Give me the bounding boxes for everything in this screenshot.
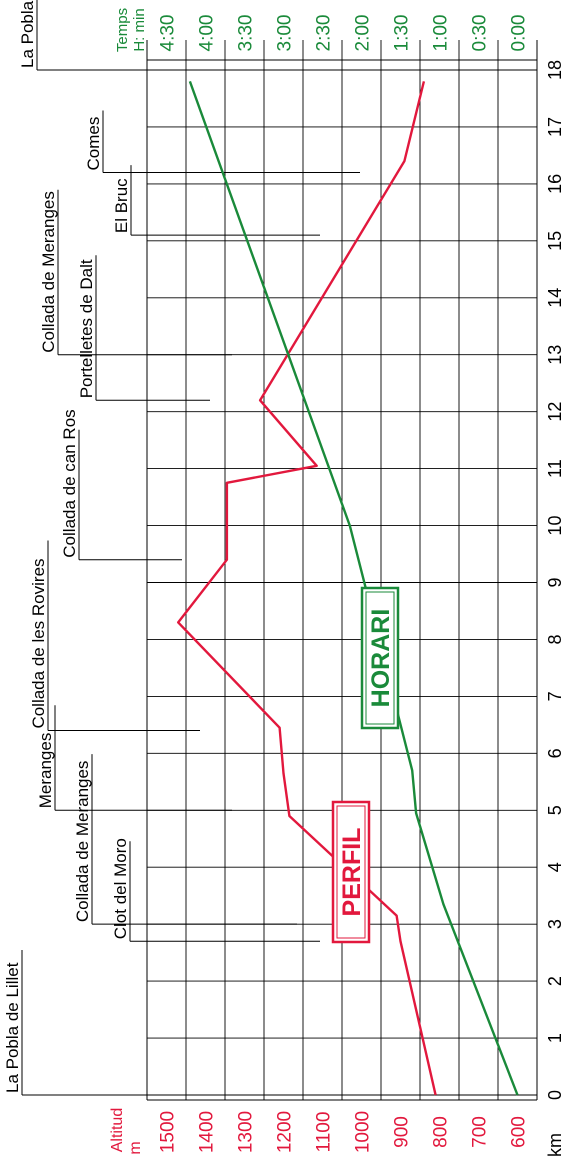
- waypoint-label: Collada de Meranges: [73, 761, 92, 923]
- km-tick-label: 8: [545, 634, 565, 644]
- series-tag-box: [360, 586, 400, 730]
- km-tick-label: 9: [545, 577, 565, 587]
- altitude-tick-label: 900: [392, 1116, 413, 1148]
- waypoint-label: Portelletes de Dalt: [77, 259, 96, 398]
- series-line-perfil: [176, 81, 437, 1096]
- series-tag-text: PERFIL: [338, 828, 366, 917]
- km-axis-title: km: [545, 1133, 565, 1157]
- series-tag-box: [331, 800, 371, 944]
- series-layer: [176, 80, 519, 1096]
- altitude-tick-label: 700: [470, 1116, 491, 1148]
- km-tick-label: 3: [545, 919, 565, 929]
- altitude-tick-label: 600: [509, 1116, 530, 1148]
- time-tick-label: 0:00: [509, 15, 530, 52]
- km-tick-label: 12: [545, 402, 565, 422]
- km-tick-label: 14: [545, 288, 565, 308]
- waypoint-label: La Pobla de Lillet: [3, 962, 22, 1093]
- time-tick-label: 4:00: [197, 15, 218, 52]
- grid-layer: [146, 40, 538, 1101]
- time-tick-label: 2:30: [314, 15, 335, 52]
- km-tick-label: 6: [545, 748, 565, 758]
- time-tick-label: 1:30: [392, 15, 413, 52]
- series-tag-text: HORARI: [367, 609, 395, 708]
- km-tick-label: 15: [545, 231, 565, 251]
- km-tick-label: 5: [545, 805, 565, 815]
- time-tick-label: 4:30: [158, 15, 179, 52]
- time-tick-label: 1:00: [431, 15, 452, 52]
- km-tick-label: 1: [545, 1033, 565, 1043]
- altitude-tick-label: 1000: [353, 1111, 374, 1153]
- km-tick-label: 11: [545, 459, 565, 478]
- km-tick-label: 16: [545, 174, 565, 194]
- km-tick-label: 17: [545, 117, 565, 137]
- waypoint-label: El Bruc: [112, 178, 131, 233]
- altitude-tick-label: 1500: [158, 1111, 179, 1153]
- km-tick-label: 18: [545, 60, 565, 80]
- km-tick-label: 10: [545, 516, 565, 536]
- km-tick-label: 0: [545, 1090, 565, 1100]
- altitude-axis-unit: m: [127, 1141, 144, 1154]
- altitude-tick-label: 1100: [314, 1112, 335, 1153]
- waypoint-label: Comes: [84, 117, 103, 171]
- series-tag-perfil: PERFIL: [331, 800, 371, 944]
- time-tick-label: 0:30: [470, 15, 491, 52]
- waypoint-label: Clot del Moro: [111, 838, 130, 939]
- series-tag-inner-box: [365, 591, 395, 725]
- altitude-axis-title: Altitud: [109, 1108, 126, 1152]
- series-tag-horari: HORARI: [360, 586, 400, 730]
- time-axis-unit: H: min: [131, 8, 148, 51]
- waypoint-label: Collada de Meranges: [39, 191, 58, 353]
- km-tick-label: 13: [545, 345, 565, 365]
- altitude-tick-label: 1200: [275, 1111, 296, 1153]
- series-tag-inner-box: [336, 805, 366, 939]
- altitude-tick-label: 1400: [197, 1111, 218, 1153]
- altitude-tick-label: 1300: [236, 1111, 257, 1153]
- time-tick-label: 2:00: [353, 15, 374, 52]
- waypoint-label: Collada de can Ros: [60, 409, 79, 557]
- labels-layer: 600700800900100011001200130014001500Alti…: [3, 0, 565, 1157]
- waypoint-label: Meranges: [36, 733, 55, 809]
- time-tick-label: 3:30: [236, 15, 257, 52]
- waypoint-label: Collada de les Rovires: [29, 558, 48, 728]
- km-tick-label: 2: [545, 976, 565, 986]
- altitude-tick-label: 800: [431, 1116, 452, 1148]
- waypoint-leaders: [21, 0, 385, 1096]
- waypoint-label: La Pobla de Lillet: [18, 0, 37, 68]
- km-tick-label: 4: [545, 862, 565, 872]
- time-tick-label: 3:00: [275, 15, 296, 52]
- km-tick-label: 7: [545, 691, 565, 701]
- time-axis-title: Temps: [114, 8, 131, 52]
- series-line-horari: [188, 80, 519, 1096]
